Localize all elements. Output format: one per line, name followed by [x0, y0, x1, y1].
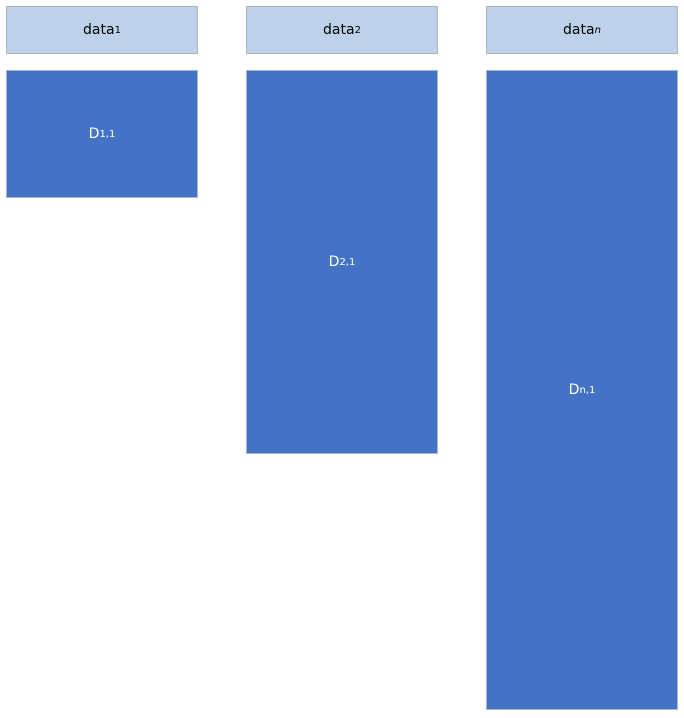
header-label: data [563, 22, 595, 38]
header-subscript: n [594, 24, 601, 36]
block-label: D [568, 382, 580, 398]
header-box: data 2 [246, 6, 438, 54]
header-label: data [323, 22, 355, 38]
header-box: data n [486, 6, 678, 54]
block-label: D [328, 254, 340, 270]
block-label: D [88, 126, 100, 142]
block-subscript: 1,1 [99, 128, 116, 140]
block-subscript: 2,1 [339, 256, 356, 268]
header-subscript: 1 [114, 24, 121, 36]
data-block: D 1,1 [6, 70, 198, 198]
header-label: data [83, 22, 115, 38]
header-box: data 1 [6, 6, 198, 54]
header-subscript: 2 [354, 24, 361, 36]
block-subscript: n,1 [579, 384, 596, 396]
data-block: D 2,1 [246, 70, 438, 454]
